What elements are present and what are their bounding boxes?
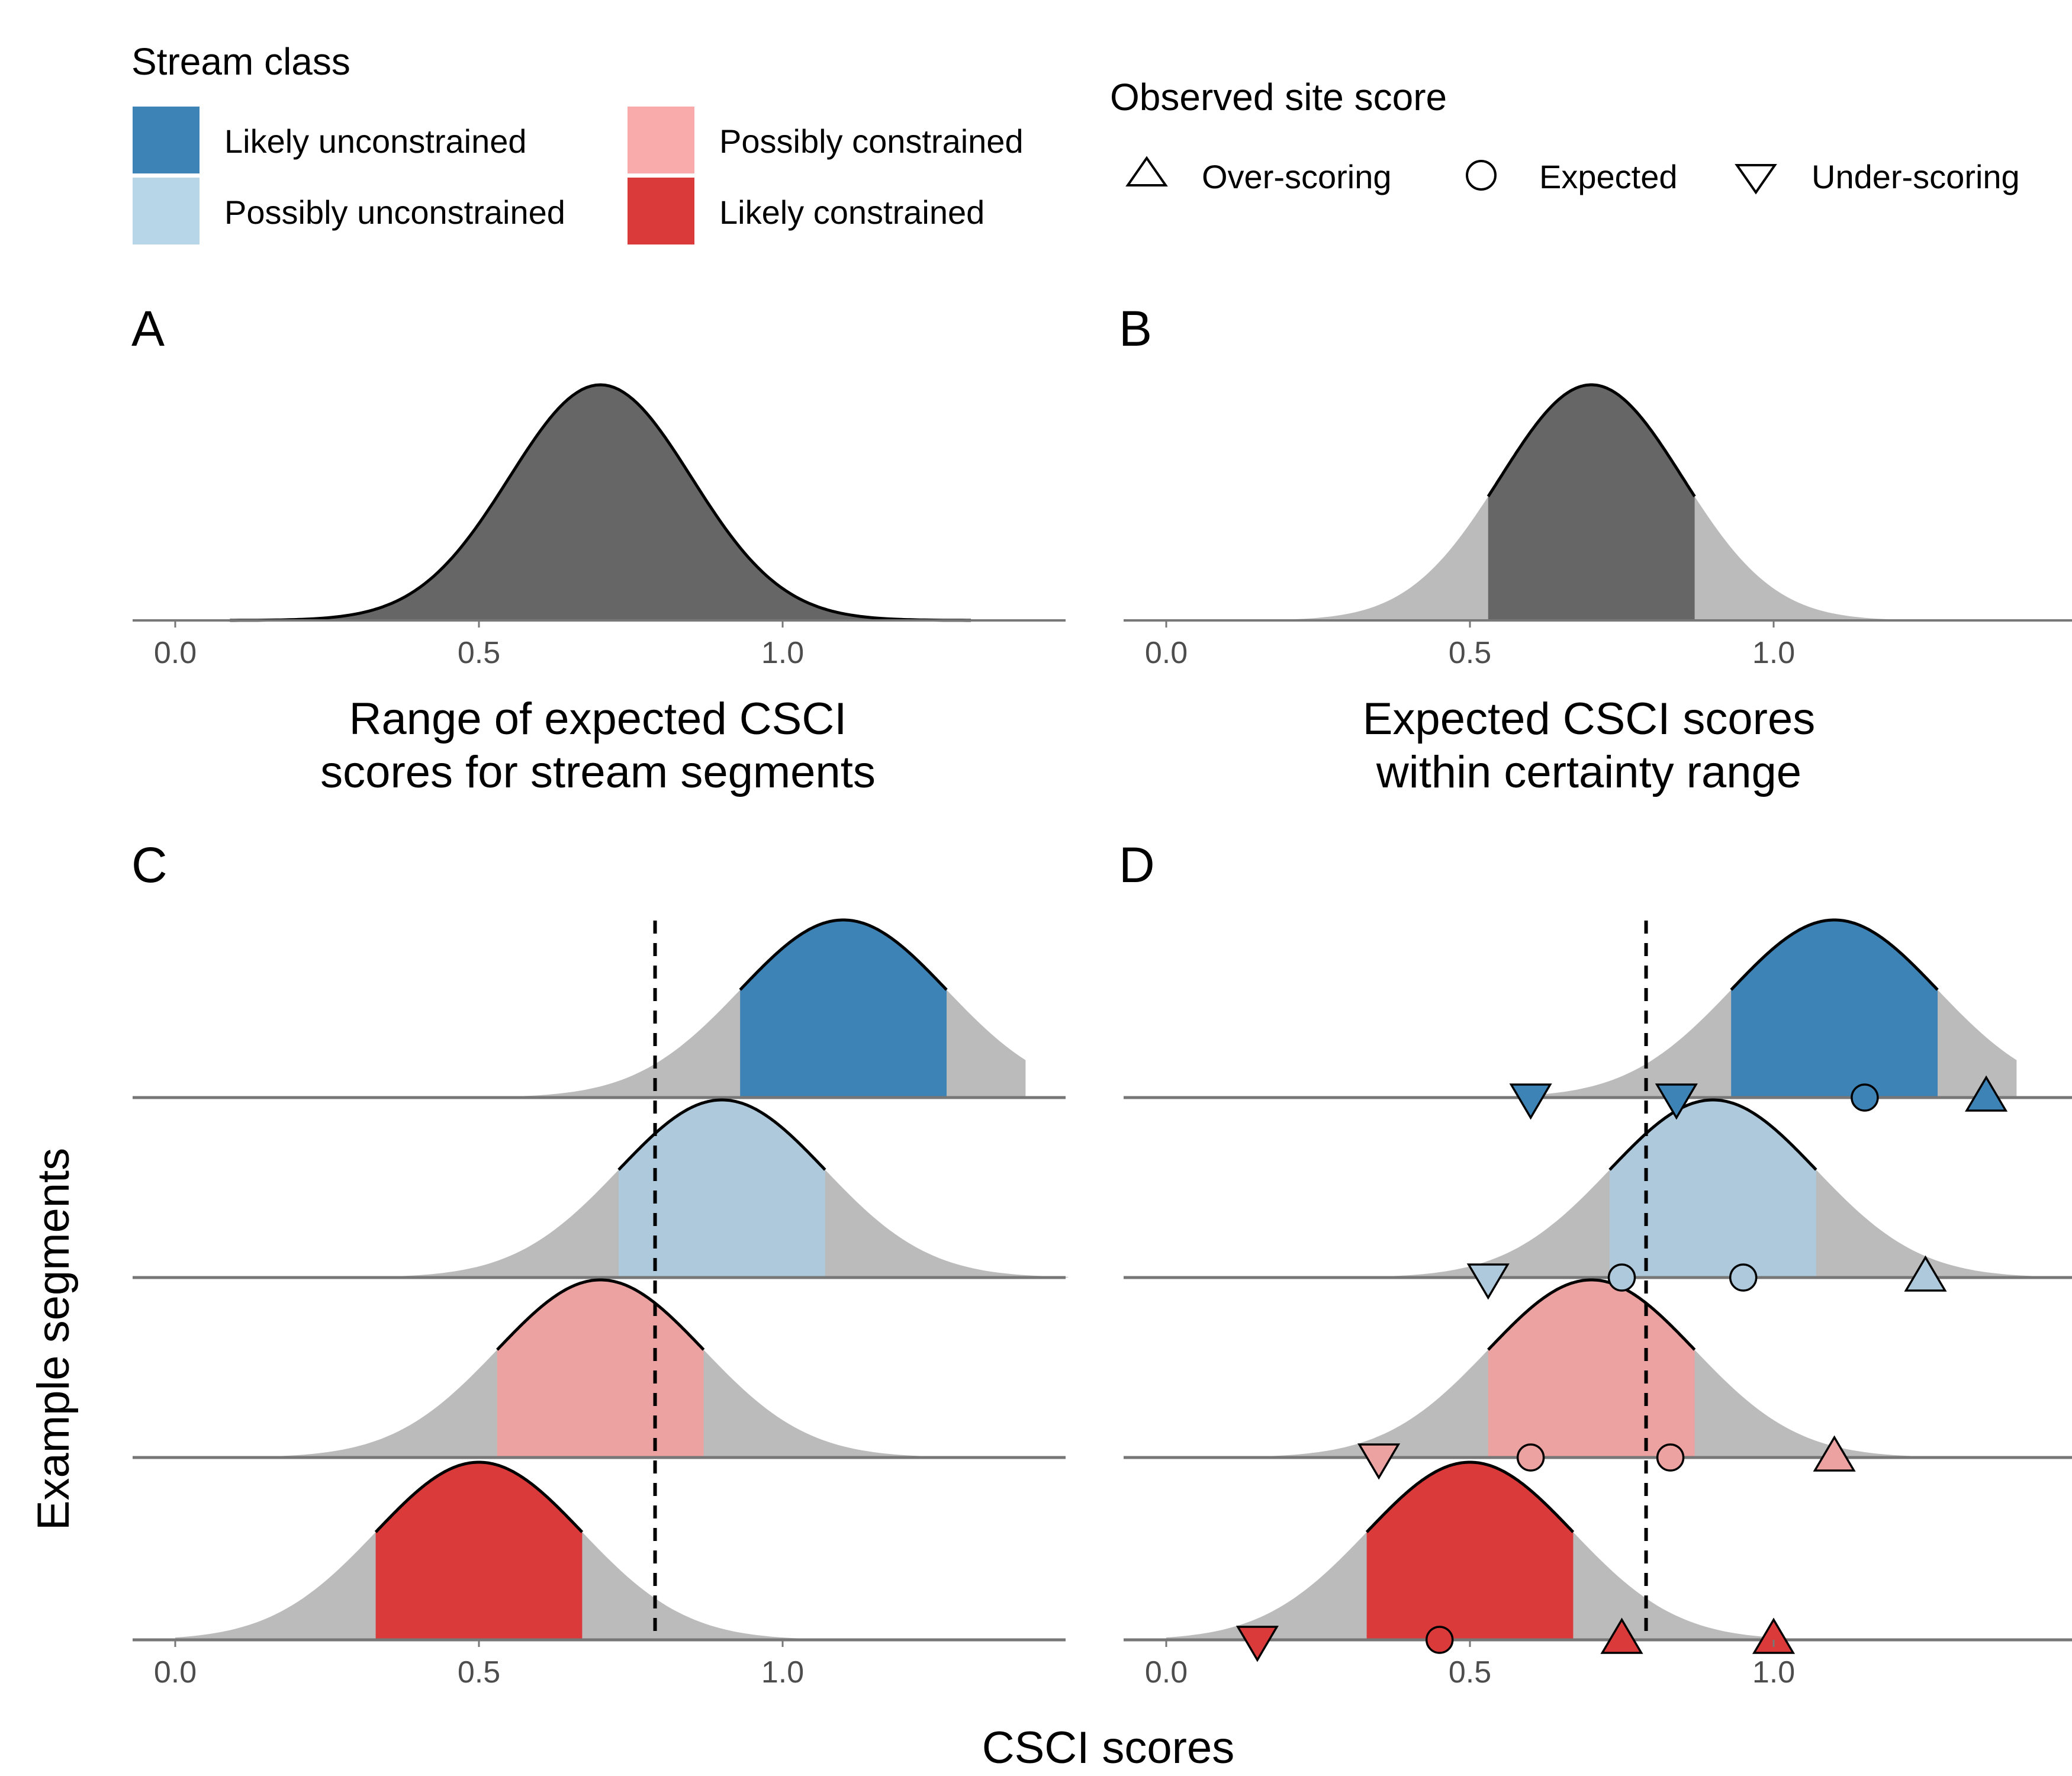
- observed-point-expected: [1656, 1443, 1685, 1472]
- segment-certainty-area: [1610, 1100, 1816, 1278]
- observed-point-expected: [1607, 1263, 1636, 1292]
- observed-point-over: [1965, 1075, 2008, 1112]
- panel-letter-c: C: [131, 837, 168, 893]
- observed-point-under: [1509, 1083, 1552, 1120]
- triangle-down-icon: [1735, 164, 1777, 195]
- legend-label-under-scoring: Under-scoring: [1812, 158, 2020, 195]
- x-tick-label: 0.5: [1449, 636, 1491, 670]
- x-tick-label: 1.0: [761, 1655, 804, 1690]
- segment-certainty-area: [619, 1100, 825, 1278]
- segment-certainty-area: [497, 1280, 704, 1458]
- panel-letter-b: B: [1119, 301, 1152, 356]
- y-axis-title: Example segments: [28, 1148, 79, 1530]
- observed-point-over: [1752, 1617, 1796, 1654]
- legend-swatch-likely-unconstrained: [133, 107, 200, 173]
- x-tick-label: 0.0: [1145, 636, 1188, 670]
- legend-stream-class-title: Stream class: [131, 40, 350, 83]
- x-tick-label: 1.0: [1752, 636, 1795, 670]
- segment-certainty-area: [1731, 920, 1938, 1098]
- panel-a-xlabel-line2: scores for stream segments: [320, 747, 876, 797]
- legend-label-likely-constrained: Likely constrained: [719, 194, 984, 231]
- x-axis-title: CSCI scores: [982, 1723, 1235, 1773]
- segment-certainty-outline: [496, 1278, 705, 1351]
- segment-certainty-area: [375, 1462, 583, 1640]
- segment-certainty-area: [740, 920, 947, 1098]
- panel-d-plot: 0.0 0.5 1.0: [1124, 918, 2072, 1690]
- certainty-range-outline: [1487, 383, 1696, 497]
- observed-point-expected: [1851, 1083, 1879, 1112]
- observed-point-over: [1904, 1255, 1947, 1292]
- panel-b-xlabel-line2: within certainty range: [1376, 747, 1801, 797]
- density-outline: [230, 383, 971, 622]
- segment-density-outside: [175, 1462, 1069, 1640]
- panel-a-plot: 0.0 0.5 1.0: [133, 383, 1066, 670]
- legend-label-likely-unconstrained: Likely unconstrained: [224, 123, 527, 160]
- panel-b-xlabel-line1: Expected CSCI scores: [1363, 694, 1816, 744]
- segment-certainty-area: [1488, 1280, 1695, 1458]
- observed-point-under: [1466, 1263, 1510, 1300]
- legend-observed: Observed site score Over-scoring Expecte…: [1110, 76, 2020, 195]
- panel-letter-d: D: [1119, 837, 1155, 893]
- observed-point-over: [1600, 1617, 1643, 1654]
- observed-point-under: [1236, 1626, 1279, 1662]
- segment-certainty-outline: [1730, 918, 1939, 991]
- segment-density-outside: [1166, 1462, 2060, 1640]
- x-tick-label: 1.0: [1752, 1655, 1795, 1690]
- segment-certainty-outline: [617, 1098, 826, 1171]
- circle-icon: [1466, 160, 1497, 191]
- panel-letter-a: A: [131, 301, 165, 356]
- x-tick-label: 0.0: [154, 1655, 197, 1690]
- x-tick-label: 0.5: [1449, 1655, 1491, 1690]
- density-area: [230, 385, 971, 620]
- observed-point-over: [1813, 1435, 1856, 1472]
- legend-swatch-possibly-unconstrained: [133, 178, 200, 244]
- observed-point-expected: [1729, 1263, 1758, 1292]
- segment-certainty-outline: [1487, 1278, 1696, 1351]
- panel-a-xlabel-line1: Range of expected CSCI: [349, 694, 847, 744]
- x-tick-label: 0.0: [154, 636, 197, 670]
- segment-certainty-outline: [1608, 1098, 1817, 1171]
- observed-point-expected: [1425, 1626, 1454, 1654]
- legend-stream-class: Stream class Likely unconstrained Possib…: [131, 40, 1024, 244]
- legend-swatch-possibly-constrained: [628, 107, 694, 173]
- x-tick-label: 0.0: [1145, 1655, 1188, 1690]
- triangle-up-icon: [1125, 156, 1168, 186]
- observed-point-expected: [1516, 1443, 1545, 1472]
- observed-point-under: [1655, 1083, 1698, 1120]
- legend-label-possibly-constrained: Possibly constrained: [719, 123, 1024, 160]
- certainty-range-area: [1488, 385, 1695, 620]
- x-tick-label: 1.0: [761, 636, 804, 670]
- segment-certainty-area: [1366, 1462, 1574, 1640]
- panel-b-plot: 0.0 0.5 1.0: [1124, 383, 2072, 670]
- legend-swatch-likely-constrained: [628, 178, 694, 244]
- x-tick-label: 0.5: [458, 636, 500, 670]
- segment-certainty-outline: [739, 918, 948, 991]
- legend-observed-title: Observed site score: [1110, 76, 1447, 118]
- x-tick-label: 0.5: [458, 1655, 500, 1690]
- segment-certainty-outline: [374, 1460, 584, 1533]
- legend-label-over-scoring: Over-scoring: [1202, 158, 1392, 195]
- segment-certainty-outline: [1365, 1460, 1575, 1533]
- legend-label-possibly-unconstrained: Possibly unconstrained: [224, 194, 565, 231]
- observed-point-under: [1357, 1443, 1401, 1480]
- panel-c-plot: 0.0 0.5 1.0: [133, 918, 1069, 1690]
- legend-label-expected: Expected: [1539, 158, 1678, 195]
